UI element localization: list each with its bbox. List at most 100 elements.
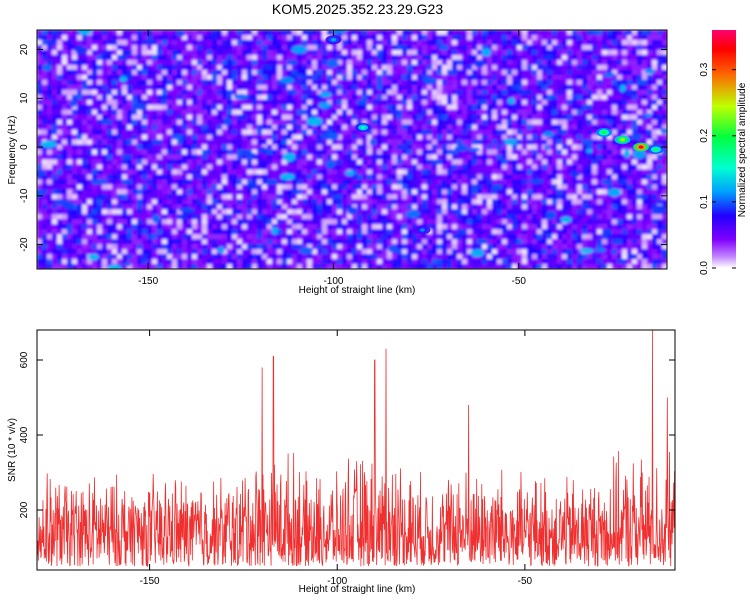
heatmap-cell <box>557 219 563 225</box>
heatmap-cell <box>642 214 648 220</box>
heatmap-cell <box>352 159 358 166</box>
heatmap-cell <box>112 194 118 200</box>
heatmap-cell <box>312 79 318 86</box>
heatmap-cell <box>337 104 343 111</box>
heatmap-cell <box>557 159 563 166</box>
heatmap-cell <box>267 69 273 76</box>
heatmap-cell <box>437 214 443 220</box>
heatmap-cell <box>412 49 418 56</box>
heatmap-cell <box>627 64 633 71</box>
heatmap-cell <box>142 54 148 61</box>
heatmap-cell <box>372 189 378 195</box>
heatmap-cell <box>277 214 283 220</box>
heatmap-cell <box>382 54 388 61</box>
heatmap-cell <box>452 84 458 91</box>
heatmap-cell <box>297 154 303 161</box>
heatmap-cell <box>347 59 353 66</box>
heatmap-cell <box>662 134 667 141</box>
heatmap-cell <box>642 49 648 56</box>
heatmap-cell <box>132 109 138 116</box>
heatmap-cell <box>642 159 648 166</box>
heatmap-cell <box>662 169 667 175</box>
heatmap-cell <box>487 164 493 171</box>
heatmap-cell <box>352 104 358 111</box>
heatmap-cell <box>107 74 113 81</box>
heatmap-cell <box>472 194 478 200</box>
heatmap-cell <box>252 134 258 141</box>
heatmap-cell <box>57 54 63 61</box>
heatmap-cell <box>42 129 48 136</box>
heatmap-cell <box>587 129 593 136</box>
heatmap-cell <box>207 39 213 46</box>
heatmap-cell <box>192 129 198 136</box>
heatmap-cell <box>372 119 378 126</box>
heatmap-cell <box>402 99 408 106</box>
heatmap-cell <box>152 39 158 46</box>
heatmap-cell <box>227 54 233 61</box>
heatmap-cell <box>442 79 448 86</box>
heatmap-cell <box>112 134 118 141</box>
heatmap-cell <box>67 129 73 136</box>
heatmap-cell <box>532 209 538 215</box>
heatmap-cell <box>467 209 473 215</box>
heatmap-cell <box>282 104 288 111</box>
heatmap-cell <box>347 149 353 156</box>
heatmap-cell <box>222 109 228 116</box>
heatmap-cell <box>367 209 373 215</box>
heatmap-cell <box>522 199 528 205</box>
heatmap-cell <box>162 34 168 41</box>
heatmap-cell <box>122 129 128 136</box>
heatmap-cell <box>382 219 388 225</box>
heatmap-cell <box>482 119 488 126</box>
heatmap-cell <box>482 104 488 111</box>
heatmap-cell <box>192 159 198 166</box>
heatmap-cell <box>382 189 388 195</box>
heatmap-cell <box>582 214 588 220</box>
heatmap-cell <box>242 219 248 225</box>
heatmap-cell <box>587 144 593 151</box>
heatmap-cell <box>127 74 133 81</box>
heatmap-cell <box>112 189 118 195</box>
heatmap-cell <box>597 134 603 141</box>
heatmap-cell <box>207 114 213 121</box>
heatmap-cell <box>377 54 383 61</box>
heatmap-cell <box>357 159 363 166</box>
heatmap-cell <box>647 39 653 46</box>
heatmap-cell <box>577 54 583 61</box>
heatmap-cell <box>302 64 308 71</box>
heatmap-cell <box>112 49 118 56</box>
heatmap-cell <box>107 224 113 230</box>
heatmap-cell <box>267 109 273 116</box>
heatmap-cell <box>172 69 178 76</box>
heatmap-cell <box>327 189 333 195</box>
heatmap-cell <box>632 39 638 46</box>
heatmap-cell <box>652 64 658 71</box>
heatmap-cell <box>192 184 198 190</box>
heatmap-cell <box>192 219 198 225</box>
heatmap-cell <box>187 49 193 56</box>
heatmap-cell <box>462 119 468 126</box>
heatmap-cell <box>382 74 388 81</box>
heatmap-cell <box>122 189 128 195</box>
heatmap-cell <box>342 34 348 41</box>
heatmap-cell <box>622 74 628 81</box>
heatmap-cell <box>537 84 543 91</box>
heatmap-cell <box>642 199 648 205</box>
heatmap-cell <box>312 199 318 205</box>
heatmap-cell <box>617 94 623 101</box>
heatmap-cell <box>587 79 593 86</box>
heatmap-cell <box>427 129 433 136</box>
heatmap-cell <box>482 114 488 121</box>
heatmap-cell <box>242 189 248 195</box>
heatmap-cell <box>102 204 108 210</box>
heatmap-cell <box>567 179 573 185</box>
heatmap-cell <box>637 30 643 36</box>
heatmap-cell <box>557 94 563 101</box>
heatmap-cell <box>452 124 458 131</box>
heatmap-cell <box>362 174 368 180</box>
heatmap-cell <box>277 104 283 111</box>
heatmap-cell <box>412 184 418 190</box>
heatmap-cell <box>437 194 443 200</box>
heatmap-cell <box>62 174 68 180</box>
heatmap-cell <box>302 139 308 146</box>
